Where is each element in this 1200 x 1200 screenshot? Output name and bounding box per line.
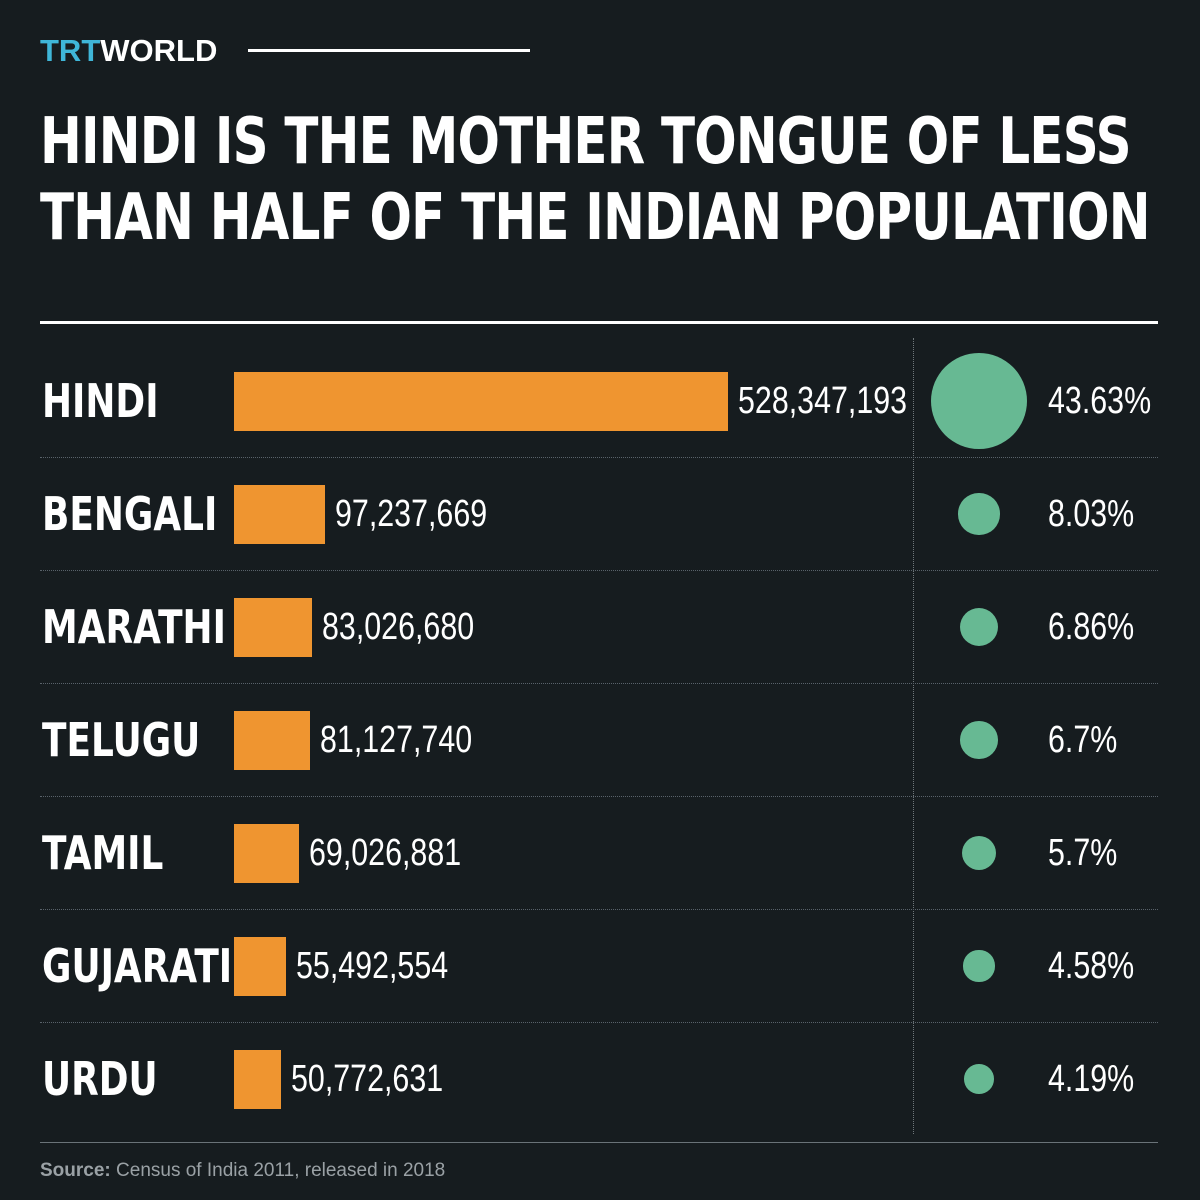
category-label: MARATHI [42,600,226,654]
bar [234,823,299,883]
percent-label: 5.7% [1048,832,1118,874]
value-label: 50,772,631 [291,1058,444,1100]
bar [234,371,728,431]
category-label: GUJARATI [42,939,233,993]
category-label: TAMIL [42,826,164,880]
chart-title-line-2: THAN HALF OF THE INDIAN POPULATION [40,181,1151,255]
percent-dot [931,353,1027,449]
percent-label: 6.86% [1048,606,1135,648]
category-label: URDU [42,1052,158,1106]
brand-trt: TRT [40,33,101,68]
category-label: TELUGU [42,713,201,767]
footer-divider [40,1142,1158,1143]
value-label: 83,026,680 [321,606,474,648]
chart-title: HINDI IS THE MOTHER TONGUE OF LESS THAN … [40,104,1171,256]
percent-label: 6.7% [1048,719,1118,761]
bar [234,936,286,996]
percent-dot [960,721,998,759]
column-divider [913,338,914,1134]
brand-rule [248,49,530,52]
value-label: 69,026,881 [308,832,461,874]
source-label: Source: [40,1160,111,1181]
row-separator [40,683,1158,684]
bar [234,1049,282,1109]
percent-label: 4.58% [1048,945,1135,987]
chart-title-line-1: HINDI IS THE MOTHER TONGUE OF LESS [40,105,1132,179]
category-label: HINDI [42,374,159,428]
row-separator [40,1022,1158,1023]
value-label: 528,347,193 [738,380,908,422]
percent-dot [959,607,999,647]
row-separator [40,909,1158,910]
value-label: 55,492,554 [295,945,449,987]
source-text: Census of India 2011, released in 2018 [110,1160,446,1181]
row-separator [40,457,1158,458]
value-label: 97,237,669 [334,493,488,535]
brand-logo: TRTWORLD [40,34,217,68]
percent-dot [958,493,1000,535]
percent-dot [964,1064,994,1094]
bar [234,710,310,770]
title-divider [40,321,1158,324]
brand-world: WORLD [100,33,218,68]
value-label: 81,127,740 [319,719,472,761]
percent-label: 8.03% [1048,493,1135,535]
percent-label: 43.63% [1048,380,1152,422]
percent-dot [961,835,997,871]
bar [234,597,312,657]
percent-dot [963,950,995,982]
row-separator [40,570,1158,571]
bar [234,484,325,544]
source-note: Source: Census of India 2011, released i… [40,1159,445,1183]
category-label: BENGALI [42,487,218,541]
percent-label: 4.19% [1048,1058,1135,1100]
brand-wordmark: TRTWORLD [40,34,217,68]
row-separator [40,796,1158,797]
